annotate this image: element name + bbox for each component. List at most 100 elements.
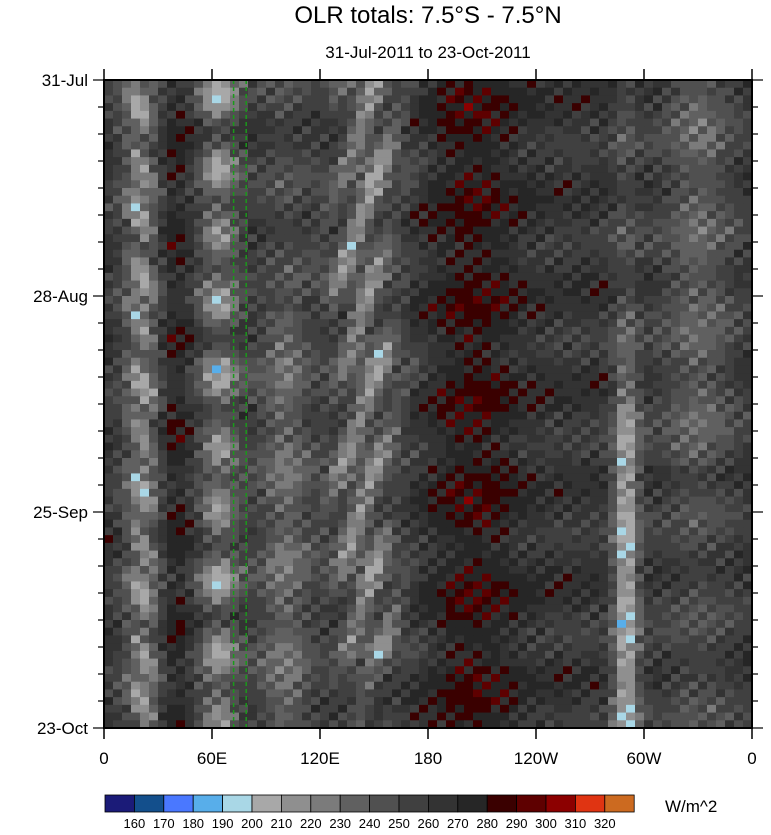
field-cell [329, 473, 339, 482]
field-cell [365, 188, 375, 197]
field-cell [482, 249, 492, 258]
field-cell [698, 103, 708, 112]
field-cell [572, 581, 582, 590]
field-cell [383, 357, 393, 366]
field-cell [446, 473, 456, 482]
field-cell [428, 211, 438, 220]
field-cell [239, 265, 249, 274]
field-cell [176, 380, 186, 390]
field-cell [239, 103, 249, 112]
field-cell [446, 195, 456, 204]
field-cell [203, 80, 213, 89]
field-cell [689, 427, 699, 436]
field-cell [644, 87, 654, 96]
field-cell [482, 380, 492, 390]
field-cell [743, 411, 752, 420]
field-cell [149, 257, 159, 266]
field-cell [320, 311, 330, 320]
field-cell [356, 272, 366, 282]
field-cell [167, 172, 177, 181]
field-cell [401, 573, 411, 582]
field-cell [482, 411, 492, 420]
field-cell [563, 566, 573, 575]
field-cell [491, 211, 501, 220]
field-cell [500, 473, 510, 482]
field-cell [734, 365, 744, 374]
field-cell [401, 265, 411, 274]
field-cell [131, 542, 141, 552]
field-cell [644, 458, 654, 467]
field-cell [257, 242, 267, 251]
field-cell [707, 404, 717, 413]
field-cell [527, 296, 537, 305]
field-cell [518, 473, 528, 482]
field-cell [410, 396, 420, 405]
field-cell [608, 141, 618, 150]
field-cell [194, 280, 204, 289]
field-cell [608, 581, 618, 590]
field-cell [491, 141, 501, 150]
field-cell [158, 218, 168, 228]
field-cell [167, 450, 177, 459]
field-cell [599, 365, 609, 374]
field-cell [149, 604, 159, 613]
field-cell [590, 411, 600, 420]
field-cell [617, 288, 627, 297]
field-cell [743, 504, 752, 513]
field-cell [536, 566, 546, 575]
field-cell [626, 280, 636, 289]
field-cell [536, 465, 546, 474]
field-cell [158, 126, 168, 135]
field-cell [140, 473, 150, 482]
field-cell [635, 141, 645, 150]
field-cell [635, 357, 645, 366]
field-cell [644, 542, 654, 552]
field-cell [689, 195, 699, 204]
field-cell [707, 542, 717, 552]
field-cell [590, 280, 600, 289]
field-cell [671, 581, 681, 590]
field-cell [392, 303, 402, 312]
field-cell [113, 257, 123, 266]
field-cell [122, 419, 132, 428]
field-cell [185, 419, 195, 428]
field-cell [311, 242, 321, 251]
field-cell [221, 419, 231, 428]
field-cell [662, 265, 672, 274]
field-cell [140, 95, 150, 104]
field-cell [320, 504, 330, 513]
field-cell [140, 388, 150, 397]
field-cell [536, 488, 546, 498]
field-cell [626, 373, 636, 382]
field-cell [185, 303, 195, 312]
field-cell [185, 581, 195, 590]
field-cell [509, 427, 519, 436]
field-cell [545, 157, 555, 166]
field-cell [383, 203, 393, 212]
field-cell [311, 272, 321, 282]
field-cell [158, 357, 168, 366]
field-cell [230, 134, 240, 143]
field-cell [338, 249, 348, 258]
field-cell [653, 95, 663, 104]
field-cell [518, 373, 528, 382]
field-cell [725, 581, 735, 590]
field-cell [302, 249, 312, 258]
field-cell [167, 280, 177, 289]
field-cell [662, 481, 672, 490]
field-cell [194, 558, 204, 567]
field-cell [608, 473, 618, 482]
field-cell [302, 527, 312, 536]
field-cell [743, 164, 752, 174]
field-cell [653, 87, 663, 96]
field-cell [437, 596, 447, 606]
field-cell [140, 396, 150, 405]
field-cell [239, 465, 249, 474]
field-cell [572, 519, 582, 528]
field-cell [347, 280, 357, 289]
field-cell [716, 141, 726, 150]
field-cell [293, 404, 303, 413]
field-cell [221, 249, 231, 258]
field-cell [329, 272, 339, 282]
field-cell [167, 504, 177, 513]
